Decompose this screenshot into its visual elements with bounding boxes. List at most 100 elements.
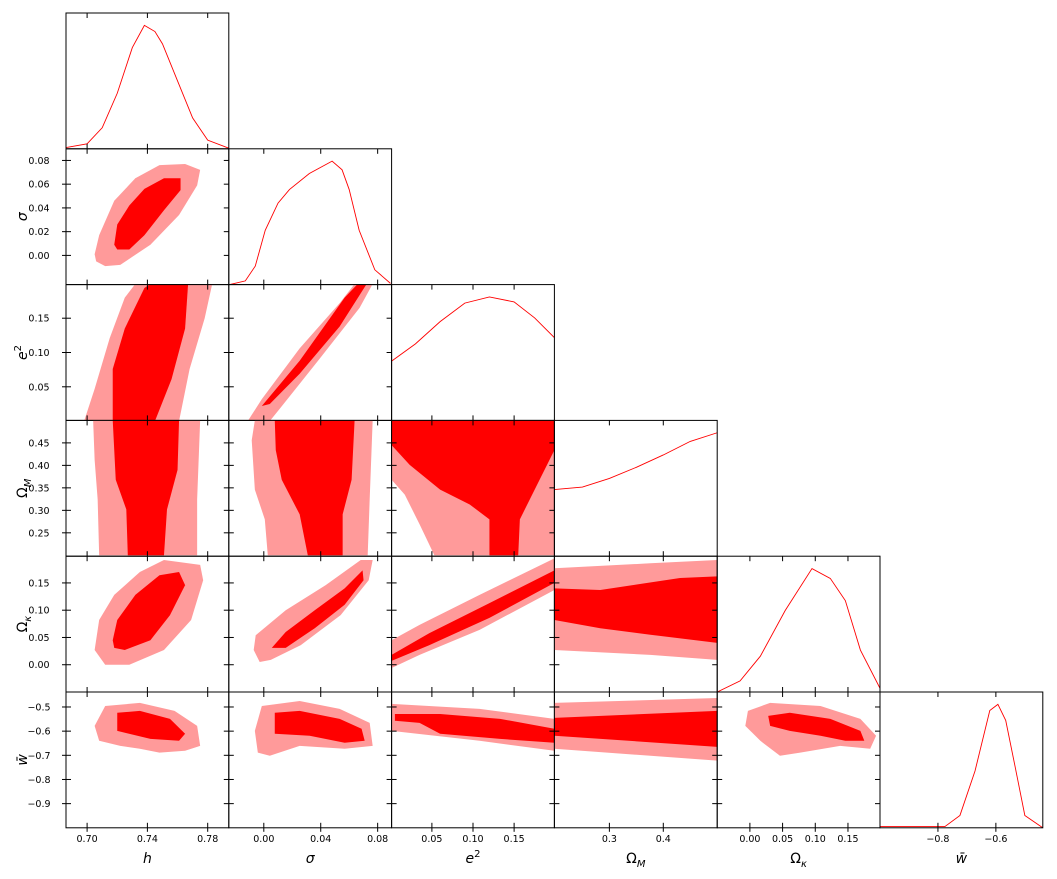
axis-label-subscript: M [23,478,34,487]
panel [66,24,229,149]
panel [93,420,201,556]
contour-inner [112,420,180,556]
contour-inner [274,420,355,556]
y-tick-label: 0.04 [28,203,49,214]
axis-label-symbol: Ω [790,851,801,867]
y-tick-label: 0.06 [28,180,49,191]
x-tick-label: 0.4 [656,834,671,845]
y-tick-label: −0.9 [27,799,50,810]
axis-label-symbol: w̄ [15,754,31,766]
axis-label: w̄ [15,754,31,766]
x-tick-label: 0.78 [197,834,218,845]
marginal-curve [554,432,718,490]
axis-label-subscript: κ [23,616,34,622]
x-tick-label: 0.74 [137,834,158,845]
contour-inner [261,284,367,406]
contour-inner [117,710,186,741]
axis-label: ΩM [15,478,34,498]
x-tick-label: 0.08 [367,834,388,845]
x-tick-label: 0.3 [602,834,617,845]
y-tick-label: 0.00 [28,251,49,262]
contour-inner [391,420,555,556]
panel [745,702,877,756]
panel [554,432,718,490]
axis-label: σ [306,851,316,867]
panel [254,700,373,756]
panel [248,284,373,421]
x-tick-label: −0.8 [926,834,949,845]
x-tick-label: 0.10 [805,834,826,845]
x-tick-label: 0.05 [772,834,793,845]
marginal-curve [229,160,391,285]
marginal-curve [717,567,881,693]
axis-label-superscript: 2 [474,849,480,860]
axis-label-symbol: h [143,851,152,867]
y-tick-label: 0.30 [28,506,49,517]
axis-label: Ωκ [790,851,807,870]
panel [554,560,718,660]
y-tick-label: 0.45 [28,438,49,449]
axis-label-subscript: M [637,859,646,870]
panel [94,163,201,267]
panel [391,558,555,668]
y-tick-label: 0.02 [28,227,49,238]
axis-label-symbol: e [466,851,475,867]
contour-inner [768,712,865,741]
x-tick-label: 0.70 [77,834,98,845]
panel [391,420,555,556]
x-tick-label: 0.15 [837,834,858,845]
y-tick-label: −0.8 [27,775,50,786]
axis-label-superscript: 2 [13,345,24,351]
panel [84,284,213,421]
axis-label: e2 [13,345,31,360]
panel [391,296,555,362]
axis-label-subscript: κ [801,859,807,870]
contour-inner [114,178,181,250]
axis-label: w̄ [956,851,968,867]
panel [229,160,391,285]
panel [253,560,373,662]
y-tick-label: 0.25 [28,528,49,539]
marginal-curve [66,24,229,149]
axis-label-symbol: Ω [15,487,31,498]
y-tick-label: 0.00 [28,660,49,671]
contour-inner [274,710,365,743]
y-tick-label: 0.08 [28,156,49,167]
panel [94,702,201,753]
y-tick-label: −0.7 [27,751,50,762]
axis-label: σ [15,211,31,221]
x-tick-label: 0.10 [462,834,483,845]
contour-inner [391,570,555,661]
panel [717,567,881,693]
panel [880,703,1043,828]
y-tick-label: −0.5 [27,702,50,713]
x-tick-label: 0.15 [504,834,525,845]
axis-label-symbol: σ [15,211,31,221]
contour-inner [271,570,364,648]
y-tick-label: 0.35 [28,483,49,494]
y-tick-label: 0.40 [28,461,49,472]
axis-label: ΩM [626,851,646,870]
y-tick-label: 0.10 [28,348,49,359]
panel [554,698,718,761]
x-tick-label: 0.04 [310,834,331,845]
marginal-curve [391,296,555,362]
panel-frame [716,555,881,693]
panel-frame [391,284,555,421]
y-tick-label: 0.05 [28,382,49,393]
axis-label: e2 [466,849,481,867]
contour-outer [253,560,373,662]
axis-label-symbol: Ω [626,851,637,867]
y-tick-label: 0.15 [28,578,49,589]
panel [94,560,204,665]
contour-inner [112,284,189,421]
panel-frame [228,148,393,286]
contour-inner [554,710,718,747]
panel-frame [879,691,1044,829]
x-tick-label: −0.6 [984,834,1007,845]
x-tick-label: 0.00 [253,834,274,845]
axis-label-symbol: σ [306,851,316,867]
y-tick-label: 0.15 [28,314,49,325]
